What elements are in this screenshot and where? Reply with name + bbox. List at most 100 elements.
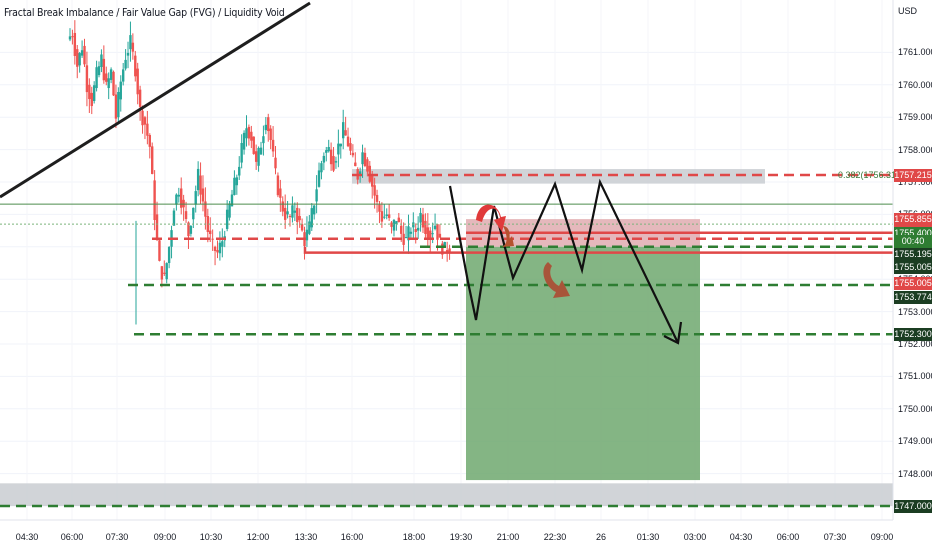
candle-body [134, 55, 137, 77]
candle-body [151, 146, 154, 174]
candle-body [308, 221, 311, 234]
candle-body [429, 230, 432, 238]
candle-body [247, 126, 251, 139]
candle-body [346, 136, 350, 147]
candle-body [245, 128, 248, 139]
candle-body [286, 211, 289, 215]
y-tick-label: 1757.000 [898, 177, 932, 187]
candle-body [293, 210, 297, 213]
curved-arrow-brown [543, 262, 570, 298]
candle-body [102, 58, 106, 81]
candle-body [204, 201, 207, 217]
curved-arrow-red [476, 204, 506, 232]
candle-body [107, 78, 110, 89]
candle-body [383, 216, 386, 218]
liquidity-gray-zone-bottom [0, 483, 893, 506]
candle-body [407, 226, 410, 241]
price-tag: 1755.195 [894, 247, 932, 261]
candle-body [390, 222, 393, 227]
candle-body [216, 250, 219, 253]
liquidity-gray-zone-top [352, 169, 765, 184]
candle-body [363, 152, 367, 166]
candle-body [342, 122, 345, 139]
candle-body [131, 42, 135, 52]
candle-body [354, 162, 357, 167]
x-tick-label: 09:00 [870, 532, 894, 542]
candle-body [259, 147, 263, 155]
candle-body [373, 185, 376, 196]
candle-body [146, 123, 149, 136]
candle-body [315, 189, 318, 202]
x-tick-label: 26 [595, 532, 607, 542]
candle-body [121, 69, 125, 82]
candle-body [327, 146, 330, 152]
candle-body [71, 36, 74, 38]
candle-body [192, 207, 195, 220]
candle-body [279, 188, 282, 198]
y-tick-label: 1748.000 [898, 468, 932, 479]
candle-body [124, 59, 127, 69]
price-tag: 1752.300 [894, 327, 932, 341]
x-tick-label: 21:00 [496, 532, 520, 542]
candle-body [431, 233, 434, 235]
x-tick-label: 10:30 [199, 532, 223, 542]
candle-body [221, 241, 224, 247]
candle-body [177, 194, 180, 197]
candle-body [95, 67, 98, 89]
candle-body [371, 175, 374, 187]
level-lines [0, 173, 893, 508]
candle-body [211, 238, 214, 240]
candle-body [296, 207, 299, 223]
x-tick-label: 04:30 [15, 532, 39, 542]
candle-body [182, 199, 185, 208]
candle-body [240, 142, 243, 163]
x-tick-label: 04:30 [729, 532, 753, 542]
candle-body [153, 180, 156, 220]
candle-body [230, 194, 234, 207]
candle-body [189, 226, 193, 234]
candle-body [196, 168, 200, 191]
candle-body [416, 227, 420, 231]
candle-body [83, 45, 86, 65]
candle-body [433, 225, 437, 229]
candle-body [109, 69, 113, 80]
candle-body [361, 152, 364, 165]
candle-body [271, 139, 275, 152]
candle-body [76, 49, 79, 67]
candle-body [141, 110, 144, 126]
candle-body [424, 220, 427, 234]
candle-body [167, 246, 171, 263]
x-tick-label: 16:00 [340, 532, 364, 542]
price-tag: 00:40 [894, 235, 932, 249]
fib-level-label: 0.382(1756.319) [838, 170, 905, 180]
candle-body [187, 222, 190, 237]
x-tick-label: 07:30 [105, 532, 129, 542]
candle-body [402, 233, 405, 245]
candle-body [92, 85, 96, 101]
y-tick-label: 1760.000 [898, 79, 932, 90]
candle-body [235, 177, 239, 186]
candle-body [344, 130, 347, 136]
candle-body [105, 73, 108, 82]
candle-body [378, 204, 381, 212]
candle-body [180, 188, 183, 208]
x-tick-label: 12:00 [246, 532, 270, 542]
candle-body [155, 214, 159, 238]
candle-body [387, 214, 391, 218]
candle-body [165, 263, 168, 280]
candle-body [252, 136, 255, 154]
candle-body [397, 217, 401, 223]
candle-body [419, 212, 422, 223]
drawings [0, 1, 683, 345]
candle-body [443, 241, 446, 247]
candle-body [114, 94, 118, 119]
candle-body [129, 35, 132, 50]
indicator-title: Fractal Break Imbalance / Fair Value Gap… [4, 7, 285, 19]
x-tick-label: 22:30 [543, 532, 567, 542]
candle-body [138, 89, 142, 107]
candle-body [206, 216, 210, 232]
candle-body [160, 266, 164, 280]
candle-body [90, 92, 93, 107]
candle-body [242, 132, 246, 150]
